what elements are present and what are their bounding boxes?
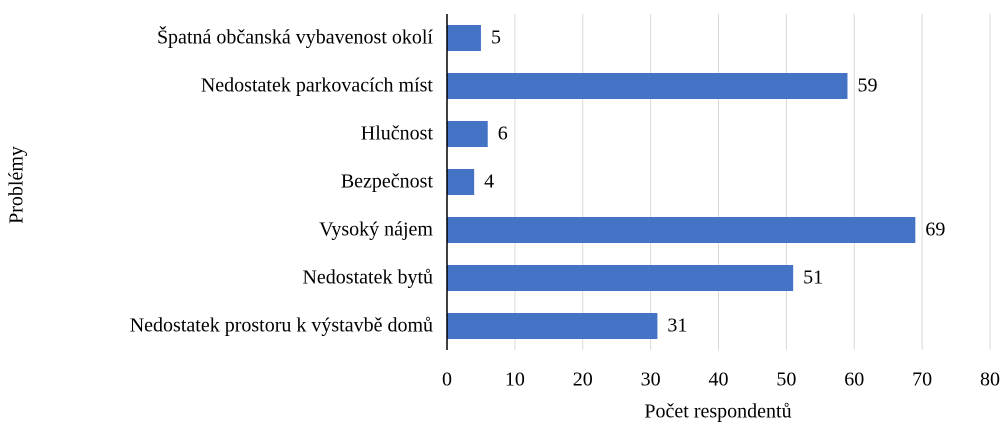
y-axis-label: Problémy [6,146,28,224]
bar [447,25,481,51]
bar [447,265,794,291]
bar [447,121,488,147]
y-tick-label: Bezpečnost [341,171,434,193]
bar [447,73,848,99]
y-tick-label: Špatná občanská vybavenost okolí [157,25,433,49]
bar [447,169,475,195]
x-tick-label: 0 [442,369,452,391]
x-tick-label: 50 [776,369,796,391]
x-tick-label: 60 [844,369,864,391]
x-tick-label: 10 [505,369,525,391]
x-axis-label: Počet respondentů [644,401,791,423]
bar [447,313,658,339]
data-label: 51 [803,267,823,289]
x-tick-label: 80 [980,369,1000,391]
x-tick-label: 70 [912,369,932,391]
data-label: 5 [491,27,501,49]
data-label: 4 [484,171,494,193]
y-tick-label: Nedostatek bytů [302,267,433,289]
data-label: 31 [667,315,687,337]
x-tick-label: 20 [573,369,593,391]
data-label: 69 [925,219,945,241]
x-tick-label: 30 [641,369,661,391]
y-tick-label: Nedostatek parkovacích míst [201,75,434,97]
bar [447,217,916,243]
y-tick-label: Hlučnost [361,123,434,145]
x-tick-label: 40 [709,369,729,391]
data-label: 6 [498,123,508,145]
y-tick-label: Vysoký nájem [319,219,433,241]
data-label: 59 [857,75,877,97]
y-tick-label: Nedostatek prostoru k výstavbě domů [130,315,433,337]
